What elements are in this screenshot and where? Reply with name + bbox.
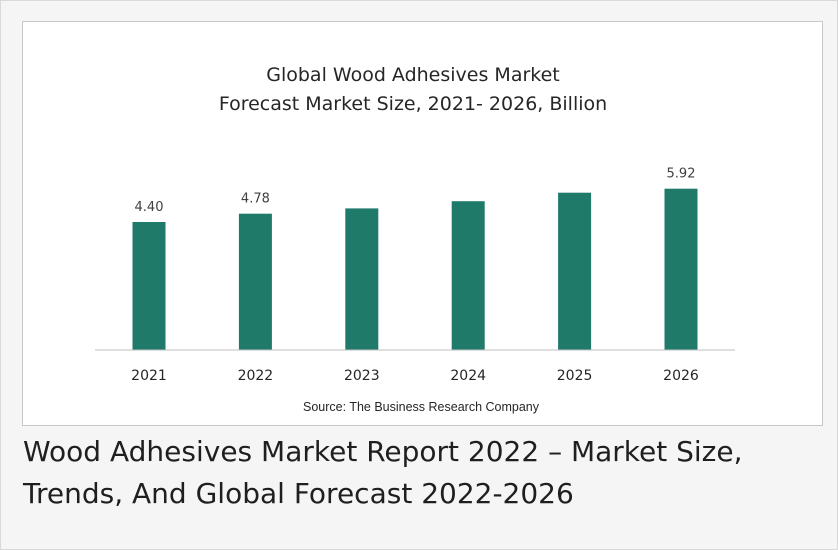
x-tick-2024: 2024 [450,368,486,384]
x-tick-2021: 2021 [131,368,167,384]
bar-2021 [132,222,166,350]
chart-title-line-1: Global Wood Adhesives Market [266,64,560,86]
source-note: Source: The Business Research Company [303,400,540,414]
chart-panel: Global Wood Adhesives Market Forecast Ma… [22,21,823,426]
chart-title-line-2: Forecast Market Size, 2021- 2026, Billio… [219,93,607,115]
x-tick-2026: 2026 [663,368,699,384]
bar-2022 [238,213,272,350]
x-tick-2023: 2023 [344,368,380,384]
bars-group: 4.40 4.78 5.92 [132,167,698,350]
data-label-2022: 4.78 [241,192,270,207]
x-tick-2022: 2022 [238,368,274,384]
bar-2026 [664,188,698,350]
data-label-2021: 4.40 [135,200,164,215]
bar-2023 [345,208,379,350]
data-label-2026: 5.92 [667,167,696,182]
x-tick-labels: 2021 2022 2023 2024 2025 2026 [131,368,699,384]
article-caption: Wood Adhesives Market Report 2022 – Mark… [23,435,743,510]
bar-2025 [558,192,592,350]
bar-chart: Global Wood Adhesives Market Forecast Ma… [95,64,735,414]
bar-2024 [451,201,485,350]
x-tick-2025: 2025 [557,368,593,384]
